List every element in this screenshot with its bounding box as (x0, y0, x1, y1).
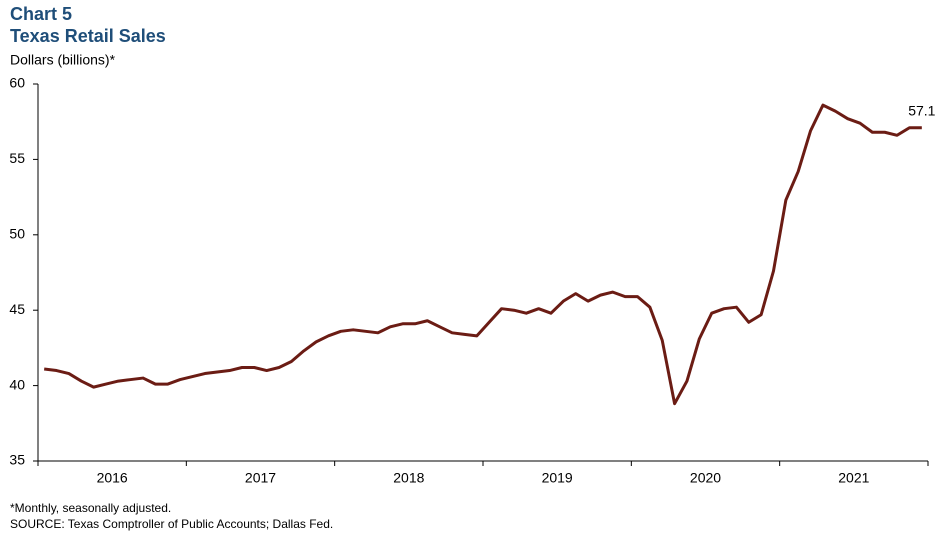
line-series (43, 103, 922, 406)
source-note: SOURCE: Texas Comptroller of Public Acco… (10, 517, 333, 531)
x-tick-label: 2019 (542, 470, 573, 486)
y-tick-label: 50 (9, 226, 25, 242)
data-label: 57.1 (908, 102, 935, 118)
y-tick-label: 55 (9, 150, 25, 166)
x-tick-label: 2021 (838, 470, 869, 486)
y-axis-label: Dollars (billions)* (10, 52, 116, 68)
x-tick-label: 2017 (245, 470, 276, 486)
footnote: *Monthly, seasonally adjusted. (10, 501, 171, 515)
chart-title: Chart 5 (10, 4, 72, 24)
x-tick-label: 2016 (97, 470, 128, 486)
x-tick-label: 2018 (393, 470, 424, 486)
y-tick-label: 40 (9, 376, 25, 392)
y-tick-label: 60 (9, 75, 25, 91)
y-tick-label: 35 (9, 452, 25, 468)
x-tick-label: 2020 (690, 470, 721, 486)
y-tick-label: 45 (9, 301, 25, 317)
chart-subtitle: Texas Retail Sales (10, 26, 166, 46)
